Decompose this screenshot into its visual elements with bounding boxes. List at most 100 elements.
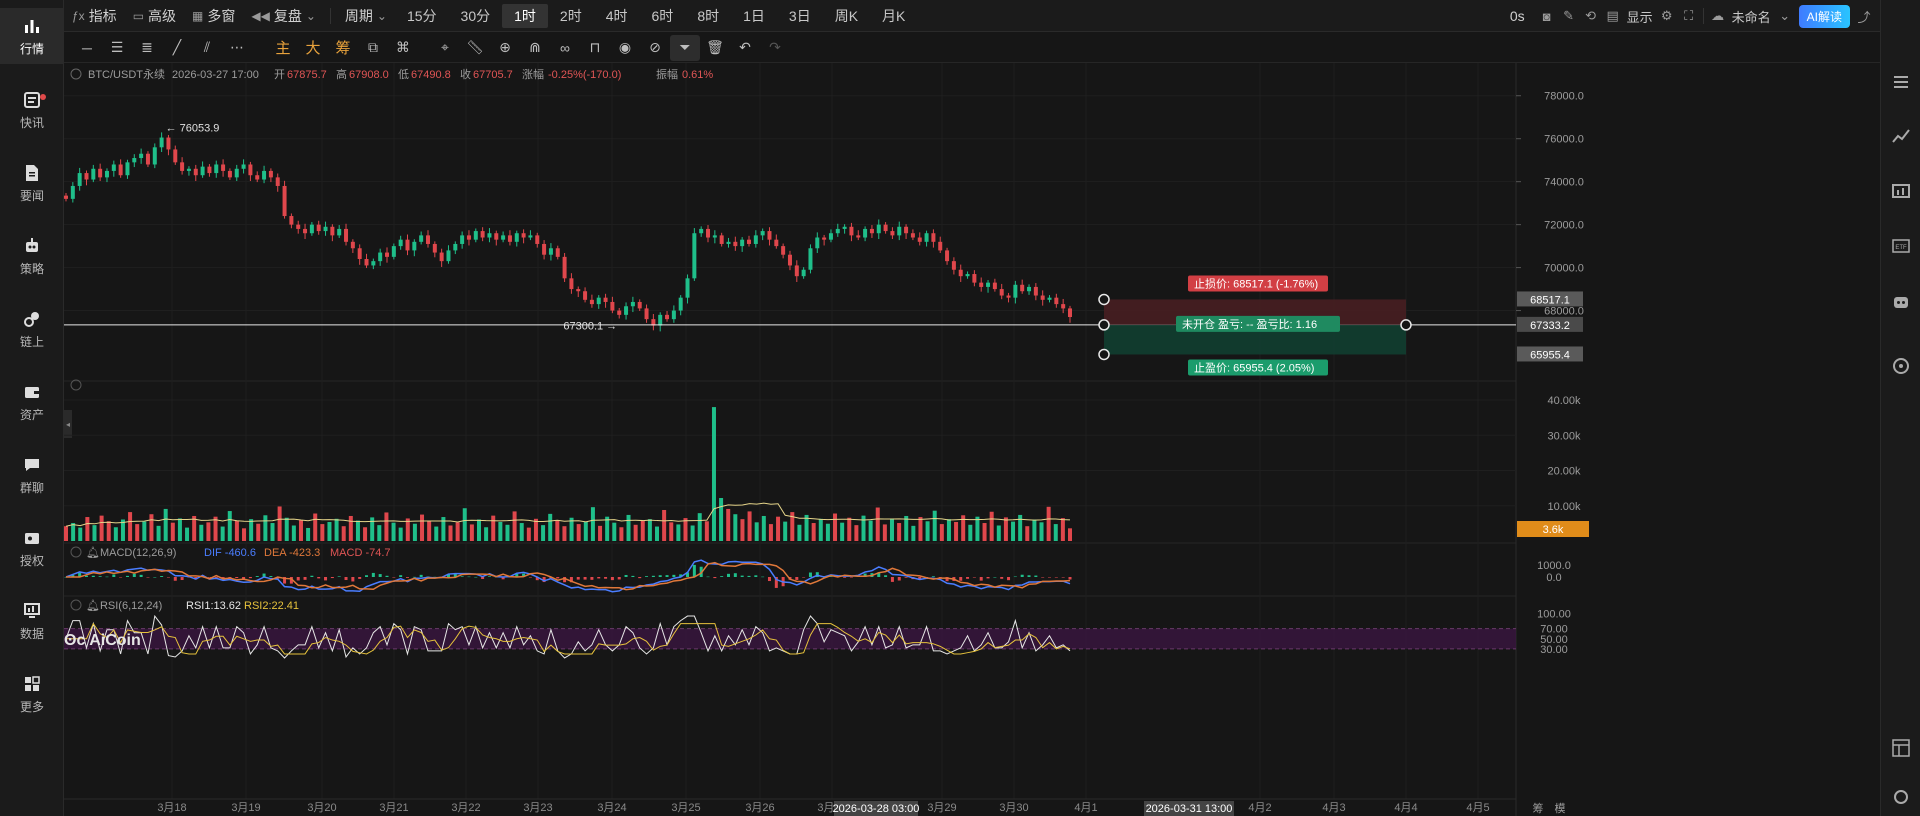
- volume-current-tag: [1517, 521, 1589, 537]
- lock-icon[interactable]: ⊓: [589, 39, 601, 55]
- chips-button[interactable]: 筹: [335, 40, 351, 57]
- magnet-icon[interactable]: ⋒: [529, 39, 541, 55]
- link-tool-icon[interactable]: ∞: [560, 39, 570, 56]
- share-icon[interactable]: ⤴: [1857, 9, 1871, 25]
- template-icon[interactable]: ⌘: [396, 39, 410, 55]
- delete-icon[interactable]: 🗑︎: [706, 39, 724, 55]
- hide-drawings-icon[interactable]: ⊘: [649, 39, 661, 55]
- ruler-tool-icon[interactable]: 📏︎: [466, 39, 484, 55]
- interval-2h[interactable]: 2时: [559, 7, 582, 24]
- eye-icon[interactable]: ◉: [618, 39, 632, 55]
- volume-bar: [626, 514, 631, 541]
- zoom-in-icon[interactable]: ⊕: [499, 39, 511, 55]
- interval-8h[interactable]: 8时: [697, 7, 720, 24]
- handle-middle-left[interactable]: [1098, 319, 1110, 331]
- parallel-lines-tool-icon[interactable]: ☰: [110, 39, 124, 55]
- sidebar-item-assets[interactable]: 资产: [0, 374, 64, 430]
- more-tools-icon[interactable]: ⋯: [230, 39, 244, 55]
- fullscreen-icon[interactable]: ⛶: [1684, 8, 1694, 23]
- interval-30m[interactable]: 30分: [460, 7, 491, 24]
- interval-1mo[interactable]: 月K: [882, 7, 906, 24]
- trend-line-tool-icon[interactable]: ╱: [172, 39, 182, 55]
- horizontal-line-tool-icon[interactable]: ─: [82, 39, 92, 56]
- interval-6h[interactable]: 6时: [651, 7, 674, 24]
- candlestick-chart[interactable]: BTC/USDT永续 2026-03-27 17:00 开 67875.7 高 …: [64, 63, 1880, 816]
- sidebar-item-market[interactable]: 行情: [0, 8, 64, 64]
- sidebar-item-data[interactable]: 数据: [0, 593, 64, 649]
- handle-bottom-left[interactable]: [1098, 348, 1110, 361]
- macd-histogram-bar: [849, 577, 853, 578]
- list-icon[interactable]: [1891, 72, 1911, 92]
- low-value: 67490.8: [411, 69, 451, 81]
- candle-body: [487, 233, 492, 238]
- price-axis[interactable]: 78000.0 76000.0 74000.0 72000.0 70000.0 68000…: [1516, 91, 1584, 318]
- filter-icon[interactable]: ⏷: [670, 34, 700, 61]
- pencil-icon[interactable]: ✎: [1563, 8, 1575, 23]
- wallet-icon: [22, 382, 42, 402]
- position-tool[interactable]: 止损价: 68517.1 (-1.76%) 止盈价: 65955.4 (2.05…: [1098, 275, 1412, 376]
- crosshair-tool-icon[interactable]: ⌖: [441, 39, 449, 55]
- chart-area[interactable]: BTC/USDT永续 2026-03-27 17:00 开 67875.7 高 …: [64, 63, 1880, 816]
- handle-right[interactable]: [1400, 319, 1412, 331]
- etf-icon[interactable]: ETF: [1891, 236, 1911, 256]
- interval-1d[interactable]: 1日: [743, 7, 765, 24]
- rsi-header: 🔔︎RSI(6,12,24) RSI1:13.62 RSI2:22.41: [70, 599, 299, 612]
- undo-history-icon[interactable]: ⟲: [1585, 8, 1597, 23]
- replay-button[interactable]: ◀◀ 复盘 ⌄: [251, 7, 316, 24]
- handle-top-left[interactable]: [1098, 293, 1110, 306]
- channel-tool-icon[interactable]: ⫽: [203, 39, 211, 55]
- sidebar-item-more[interactable]: 更多: [0, 666, 64, 722]
- volume-bar: [135, 524, 140, 541]
- take-profit-text: 止盈价: 65955.4 (2.05%): [1194, 361, 1314, 374]
- sidebar-item-headlines[interactable]: 要闻: [0, 155, 64, 211]
- advanced-button[interactable]: ▭ 高级: [132, 7, 177, 24]
- main-force-button[interactable]: 主: [275, 40, 291, 57]
- candle-body: [917, 237, 922, 242]
- volume-bar: [875, 507, 880, 541]
- monitor-chart-icon[interactable]: [1891, 182, 1911, 202]
- multi-window-button[interactable]: ▦ 多窗: [192, 7, 236, 24]
- interval-1h[interactable]: 1时: [502, 3, 548, 28]
- interval-1w[interactable]: 周K: [834, 7, 859, 24]
- candle-body: [166, 137, 171, 150]
- sidebar-item-onchain[interactable]: 链上: [0, 301, 64, 357]
- ai-interpret-button[interactable]: AI解读: [1798, 4, 1850, 28]
- sidebar-collapse-handle[interactable]: ◂: [64, 410, 72, 438]
- layout-panel-icon[interactable]: [1891, 738, 1911, 758]
- interval-3d[interactable]: 3日: [788, 7, 811, 24]
- rsi-tick-label: 70.00: [1540, 624, 1568, 636]
- sidebar-item-authorize[interactable]: 授权: [0, 520, 64, 576]
- sidebar-item-flash-news[interactable]: 快讯: [0, 82, 64, 138]
- sidebar-item-strategy[interactable]: 策略: [0, 228, 64, 284]
- undo-icon[interactable]: ↶: [739, 39, 751, 55]
- candle-body: [501, 235, 506, 240]
- macd-histogram-bar: [221, 577, 225, 579]
- interval-15m[interactable]: 15分: [406, 7, 437, 24]
- volume-bar: [391, 522, 396, 541]
- compare-icon[interactable]: ⧉: [368, 39, 378, 55]
- macd-histogram-bar: [351, 577, 355, 582]
- camera-icon[interactable]: ◙: [1542, 8, 1551, 24]
- bot-icon[interactable]: [1891, 292, 1911, 312]
- big-order-button[interactable]: 大: [305, 40, 321, 57]
- trend-chart-icon[interactable]: [1891, 126, 1911, 146]
- network-icon[interactable]: [1891, 356, 1911, 376]
- layout-name-dropdown[interactable]: 未命名: [1731, 9, 1771, 25]
- macd-histogram-bar: [617, 577, 621, 580]
- volume-settings-icon[interactable]: [70, 379, 82, 391]
- time-axis[interactable]: 3月18 3月19 3月20 3月21 3月22 3月23 3月24 3月25 3月26 3月27…: [64, 798, 1566, 816]
- volume-bar: [861, 515, 866, 541]
- display-button[interactable]: 显示: [1626, 9, 1653, 25]
- fib-tool-icon[interactable]: ≣: [141, 39, 153, 55]
- period-dropdown[interactable]: 周期 ⌄: [344, 7, 387, 24]
- volume-bar: [733, 514, 738, 541]
- indicator-button[interactable]: ƒx 指标: [72, 7, 117, 24]
- volume-bar: [818, 518, 823, 541]
- candle-body: [480, 231, 485, 238]
- settings-gear-icon[interactable]: ⚙: [1660, 8, 1673, 23]
- redo-icon[interactable]: ↷: [769, 39, 781, 55]
- alarm-icon[interactable]: [1891, 786, 1911, 806]
- sidebar-item-group-chat[interactable]: 群聊: [0, 447, 64, 503]
- candle-body: [808, 248, 813, 270]
- interval-4h[interactable]: 4时: [605, 7, 628, 24]
